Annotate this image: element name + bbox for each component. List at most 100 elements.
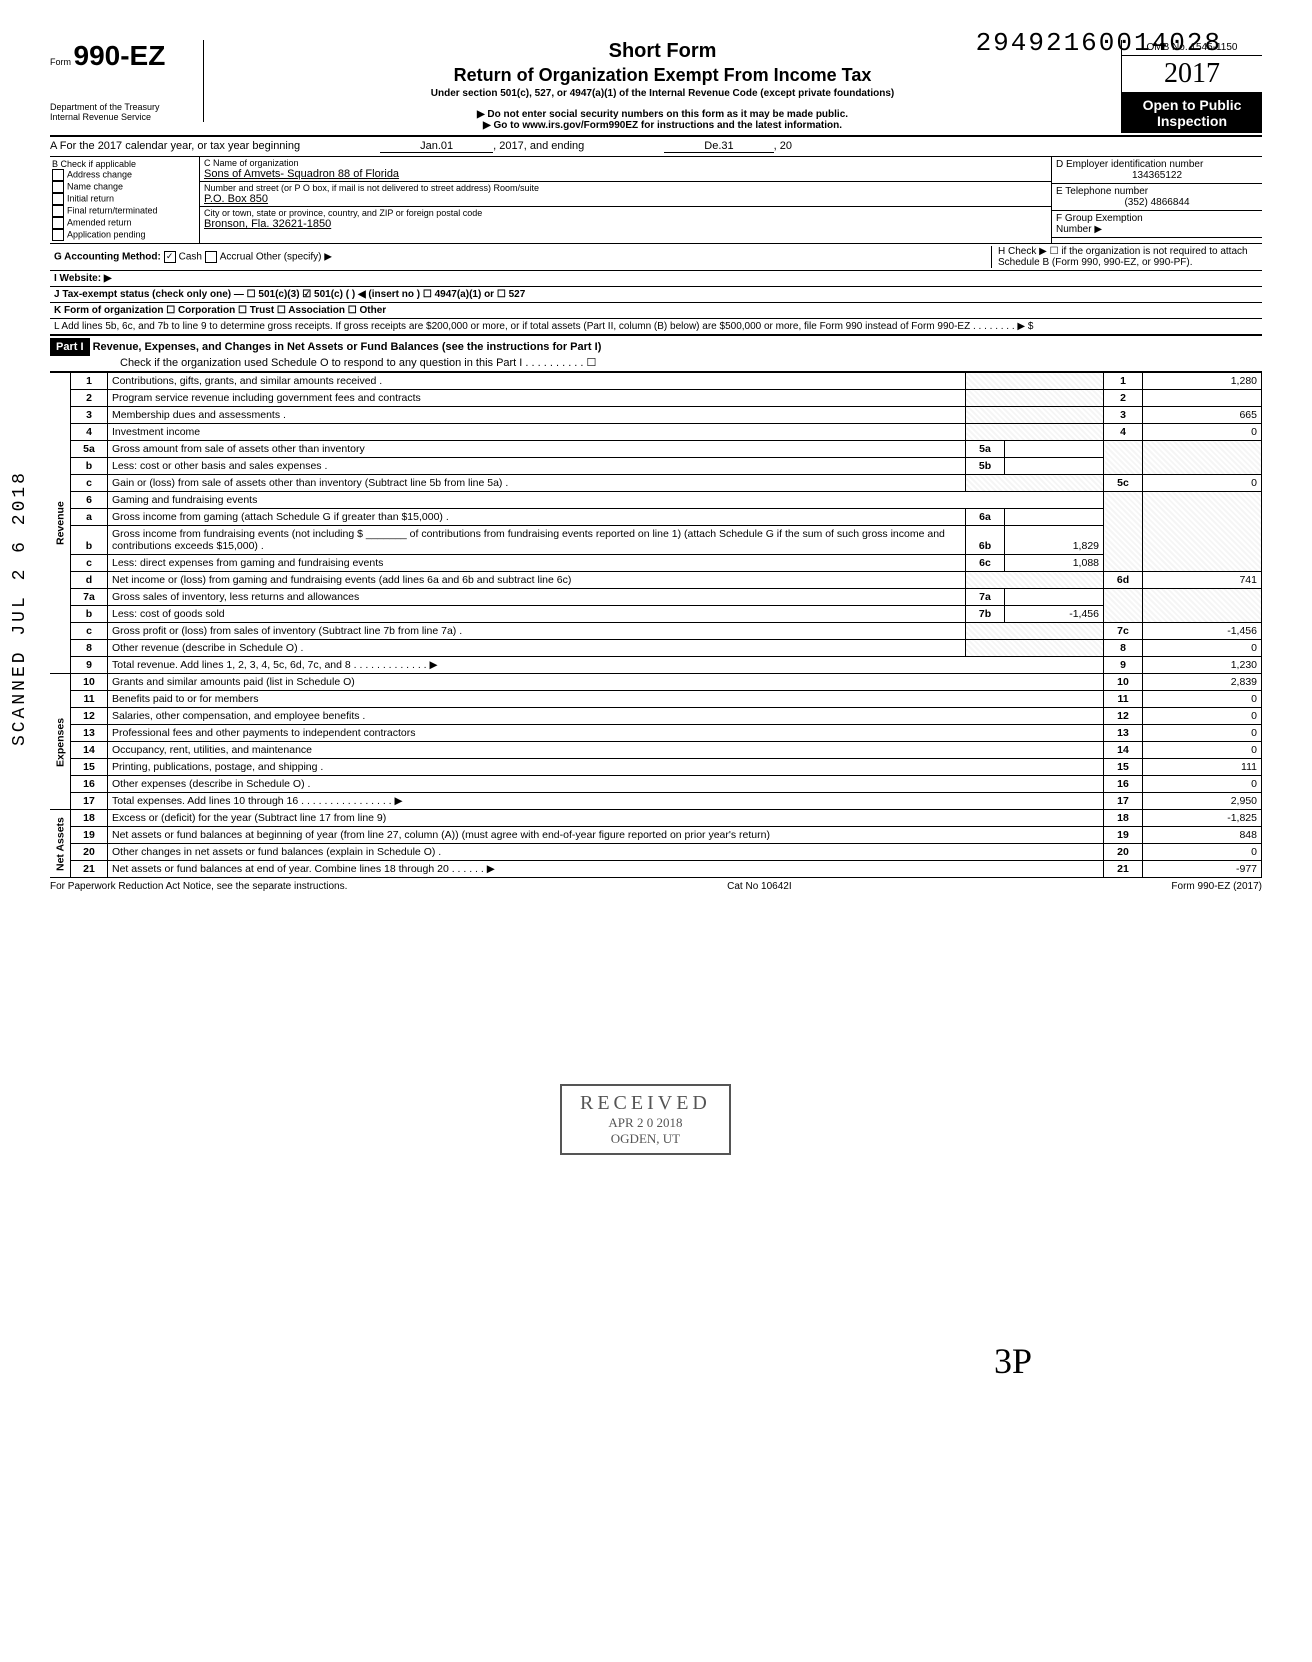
- l18-desc: Excess or (deficit) for the year (Subtra…: [108, 810, 1104, 827]
- l11-desc: Benefits paid to or for members: [108, 691, 1104, 708]
- l7c-desc: Gross profit or (loss) from sales of inv…: [108, 623, 966, 640]
- row-a-label: A For the 2017 calendar year, or tax yea…: [50, 140, 300, 153]
- l6b-m: 6b: [966, 526, 1005, 555]
- l5c-val: 0: [1143, 475, 1262, 492]
- l19-r: 19: [1104, 827, 1143, 844]
- org-city: Bronson, Fla. 32621-1850: [204, 218, 331, 230]
- l10-val: 2,839: [1143, 674, 1262, 691]
- cb-amended-label: Amended return: [67, 217, 132, 227]
- l1-num: 1: [71, 373, 108, 390]
- row-j: J Tax-exempt status (check only one) — ☐…: [54, 289, 525, 300]
- l7a-m: 7a: [966, 589, 1005, 606]
- l8-val: 0: [1143, 640, 1262, 657]
- l5b-num: b: [71, 458, 108, 475]
- cb-address-change[interactable]: [52, 169, 64, 181]
- ein: 134365122: [1056, 170, 1258, 181]
- l6d-num: d: [71, 572, 108, 589]
- l17-r: 17: [1104, 793, 1143, 810]
- l11-num: 11: [71, 691, 108, 708]
- l20-num: 20: [71, 844, 108, 861]
- section-d-label: D Employer identification number: [1056, 159, 1203, 170]
- l18-r: 18: [1104, 810, 1143, 827]
- l3-val: 665: [1143, 407, 1262, 424]
- year-begin: Jan.01: [380, 140, 493, 153]
- l15-val: 111: [1143, 759, 1262, 776]
- footer: For Paperwork Reduction Act Notice, see …: [50, 878, 1262, 892]
- l5c-desc: Gain or (loss) from sale of assets other…: [108, 475, 966, 492]
- lines-table: Revenue 1Contributions, gifts, grants, a…: [50, 372, 1262, 878]
- cb-accrual[interactable]: [205, 251, 217, 263]
- year-end: De.31: [664, 140, 773, 153]
- l5b-m: 5b: [966, 458, 1005, 475]
- row-a-tail: , 20: [774, 140, 792, 153]
- row-i: I Website: ▶: [54, 273, 112, 284]
- l17-val: 2,950: [1143, 793, 1262, 810]
- l5a-desc: Gross amount from sale of assets other t…: [108, 441, 966, 458]
- l7c-val: -1,456: [1143, 623, 1262, 640]
- cb-final-return[interactable]: [52, 205, 64, 217]
- l21-desc: Net assets or fund balances at end of ye…: [108, 861, 1104, 878]
- l5b-desc: Less: cost or other basis and sales expe…: [108, 458, 966, 475]
- l14-r: 14: [1104, 742, 1143, 759]
- other-label: Other (specify) ▶: [256, 252, 332, 263]
- received-stamp: RECEIVED APR 2 0 2018 OGDEN, UT: [560, 1084, 731, 1155]
- scanned-stamp: SCANNED JUL 2 6 2018: [10, 470, 30, 746]
- under-section: Under section 501(c), 527, or 4947(a)(1)…: [214, 88, 1111, 99]
- tax-year: 2017: [1122, 56, 1262, 93]
- l16-val: 0: [1143, 776, 1262, 793]
- l6d-val: 741: [1143, 572, 1262, 589]
- l9-num: 9: [71, 657, 108, 674]
- l7b-desc: Less: cost of goods sold: [108, 606, 966, 623]
- cb-amended[interactable]: [52, 217, 64, 229]
- section-e-label: E Telephone number: [1056, 186, 1148, 197]
- l6c-mv: 1,088: [1005, 555, 1104, 572]
- l6a-num: a: [71, 509, 108, 526]
- l18-val: -1,825: [1143, 810, 1262, 827]
- cb-final-label: Final return/terminated: [67, 205, 158, 215]
- cb-cash[interactable]: ✓: [164, 251, 176, 263]
- phone: (352) 4866844: [1056, 197, 1258, 208]
- l6a-m: 6a: [966, 509, 1005, 526]
- l1-desc: Contributions, gifts, grants, and simila…: [108, 373, 966, 390]
- l7b-num: b: [71, 606, 108, 623]
- row-a: A For the 2017 calendar year, or tax yea…: [50, 137, 1262, 157]
- footer-mid: Cat No 10642I: [727, 881, 792, 892]
- dept-label: Department of the Treasury Internal Reve…: [50, 102, 195, 122]
- l21-num: 21: [71, 861, 108, 878]
- cb-initial-return[interactable]: [52, 193, 64, 205]
- l17-num: 17: [71, 793, 108, 810]
- l2-desc: Program service revenue including govern…: [108, 390, 966, 407]
- l3-num: 3: [71, 407, 108, 424]
- l14-desc: Occupancy, rent, utilities, and maintena…: [108, 742, 1104, 759]
- row-k: K Form of organization ☐ Corporation ☐ T…: [54, 305, 386, 316]
- l3-r: 3: [1104, 407, 1143, 424]
- l19-val: 848: [1143, 827, 1262, 844]
- city-label: City or town, state or province, country…: [204, 208, 482, 218]
- signature: 3P: [994, 1340, 1032, 1382]
- cb-pending[interactable]: [52, 229, 64, 241]
- l8-desc: Other revenue (describe in Schedule O) .: [108, 640, 966, 657]
- l20-r: 20: [1104, 844, 1143, 861]
- received-date: APR 2 0 2018: [580, 1115, 711, 1131]
- cb-name-change[interactable]: [52, 181, 64, 193]
- l6c-num: c: [71, 555, 108, 572]
- l15-num: 15: [71, 759, 108, 776]
- l8-r: 8: [1104, 640, 1143, 657]
- l5a-mv: [1005, 441, 1104, 458]
- l16-desc: Other expenses (describe in Schedule O) …: [108, 776, 1104, 793]
- l1-val: 1,280: [1143, 373, 1262, 390]
- org-address: P.O. Box 850: [204, 193, 268, 205]
- cb-name-label: Name change: [67, 181, 123, 191]
- l2-r: 2: [1104, 390, 1143, 407]
- l10-num: 10: [71, 674, 108, 691]
- l6a-desc: Gross income from gaming (attach Schedul…: [108, 509, 966, 526]
- addr-label: Number and street (or P O box, if mail i…: [204, 183, 539, 193]
- l2-num: 2: [71, 390, 108, 407]
- form-prefix: Form: [50, 57, 71, 67]
- part1-header: Part I: [50, 338, 90, 356]
- l16-num: 16: [71, 776, 108, 793]
- l7c-r: 7c: [1104, 623, 1143, 640]
- footer-left: For Paperwork Reduction Act Notice, see …: [50, 881, 347, 892]
- cash-label: Cash: [179, 252, 202, 263]
- revenue-section: Revenue: [50, 373, 71, 674]
